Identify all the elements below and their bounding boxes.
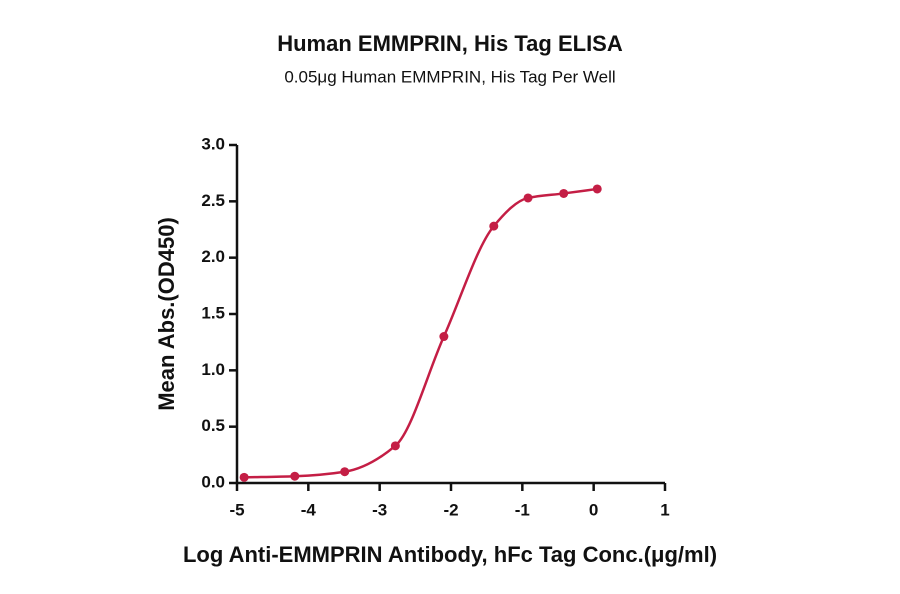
chart-subtitle: 0.05μg Human EMMPRIN, His Tag Per Well xyxy=(284,67,615,86)
y-tick-label: 2.5 xyxy=(201,191,225,210)
y-tick-label: 0.0 xyxy=(201,472,225,491)
x-tick-label: -5 xyxy=(229,500,244,519)
data-point xyxy=(239,472,249,482)
data-point xyxy=(489,221,499,231)
x-tick-label: 0 xyxy=(589,500,598,519)
data-point xyxy=(523,193,533,203)
data-point xyxy=(559,188,569,198)
x-tick-label: -2 xyxy=(443,500,458,519)
y-tick-label: 1.0 xyxy=(201,360,225,379)
y-tick-label: 3.0 xyxy=(201,134,225,153)
data-point xyxy=(340,467,350,477)
x-tick-label: -1 xyxy=(515,500,530,519)
x-tick-label: -4 xyxy=(301,500,317,519)
x-tick-label: -3 xyxy=(372,500,387,519)
data-point xyxy=(390,441,400,451)
y-tick-label: 2.0 xyxy=(201,247,225,266)
data-point xyxy=(592,184,602,194)
y-axis-label: Mean Abs.(OD450) xyxy=(154,217,179,411)
fit-line xyxy=(244,187,598,479)
chart-title: Human EMMPRIN, His Tag ELISA xyxy=(277,31,623,56)
data-point xyxy=(290,471,300,481)
x-tick-label: 1 xyxy=(660,500,669,519)
x-axis-label: Log Anti-EMMPRIN Antibody, hFc Tag Conc.… xyxy=(183,542,717,567)
y-tick-label: 1.5 xyxy=(201,303,225,322)
y-tick-label: 0.5 xyxy=(201,416,225,435)
data-point xyxy=(439,332,449,342)
